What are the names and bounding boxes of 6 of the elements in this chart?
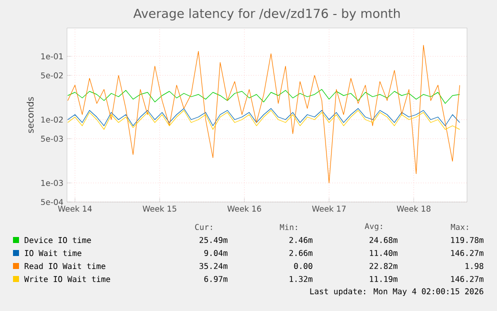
y-axis-title: seconds xyxy=(26,97,34,133)
chart-title: Average latency for /dev/zd176 - by month xyxy=(133,8,400,21)
line-series xyxy=(67,89,460,104)
line-series xyxy=(67,44,460,184)
line-series xyxy=(67,108,460,126)
line-series xyxy=(67,110,460,130)
